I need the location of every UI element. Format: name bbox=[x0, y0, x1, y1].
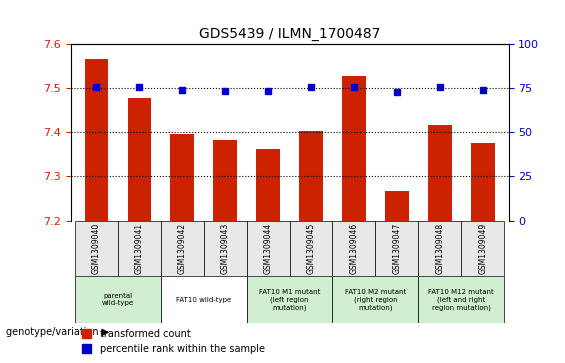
Text: GSM1309041: GSM1309041 bbox=[135, 223, 144, 274]
Bar bbox=[428, 126, 451, 221]
Bar bbox=[299, 131, 323, 221]
Bar bbox=[471, 143, 494, 221]
Text: FAT10 M1 mutant
(left region
mutation): FAT10 M1 mutant (left region mutation) bbox=[259, 289, 320, 311]
Text: GSM1309049: GSM1309049 bbox=[478, 223, 487, 274]
Text: GSM1309047: GSM1309047 bbox=[392, 223, 401, 274]
Text: FAT10 wild-type: FAT10 wild-type bbox=[176, 297, 231, 302]
Text: GSM1309042: GSM1309042 bbox=[178, 223, 187, 274]
Text: GSM1309040: GSM1309040 bbox=[92, 223, 101, 274]
Text: GSM1309043: GSM1309043 bbox=[221, 223, 229, 274]
FancyBboxPatch shape bbox=[161, 221, 204, 276]
Bar bbox=[128, 98, 151, 221]
FancyBboxPatch shape bbox=[75, 221, 118, 276]
FancyBboxPatch shape bbox=[118, 221, 161, 276]
Title: GDS5439 / ILMN_1700487: GDS5439 / ILMN_1700487 bbox=[199, 27, 380, 41]
Bar bbox=[171, 134, 194, 221]
Text: GSM1309044: GSM1309044 bbox=[264, 223, 272, 274]
FancyBboxPatch shape bbox=[418, 276, 504, 323]
Text: genotype/variation ▶: genotype/variation ▶ bbox=[6, 327, 109, 337]
FancyBboxPatch shape bbox=[290, 221, 332, 276]
Text: GSM1309046: GSM1309046 bbox=[350, 223, 358, 274]
Text: GSM1309048: GSM1309048 bbox=[435, 223, 444, 274]
Text: parental
wild-type: parental wild-type bbox=[102, 293, 134, 306]
FancyBboxPatch shape bbox=[332, 221, 375, 276]
FancyBboxPatch shape bbox=[461, 221, 504, 276]
Text: FAT10 M2 mutant
(right region
mutation): FAT10 M2 mutant (right region mutation) bbox=[345, 289, 406, 311]
FancyBboxPatch shape bbox=[332, 276, 418, 323]
FancyBboxPatch shape bbox=[247, 276, 332, 323]
FancyBboxPatch shape bbox=[204, 221, 247, 276]
FancyBboxPatch shape bbox=[247, 221, 290, 276]
FancyBboxPatch shape bbox=[161, 276, 247, 323]
Text: FAT10 M12 mutant
(left and right
region mutation): FAT10 M12 mutant (left and right region … bbox=[428, 289, 494, 311]
Bar bbox=[385, 191, 408, 221]
FancyBboxPatch shape bbox=[75, 276, 161, 323]
Bar bbox=[85, 59, 108, 221]
FancyBboxPatch shape bbox=[375, 221, 418, 276]
Legend: transformed count, percentile rank within the sample: transformed count, percentile rank withi… bbox=[79, 326, 268, 358]
Text: GSM1309045: GSM1309045 bbox=[307, 223, 315, 274]
Bar bbox=[342, 76, 366, 221]
Bar bbox=[214, 140, 237, 221]
Bar bbox=[257, 149, 280, 221]
FancyBboxPatch shape bbox=[418, 221, 461, 276]
